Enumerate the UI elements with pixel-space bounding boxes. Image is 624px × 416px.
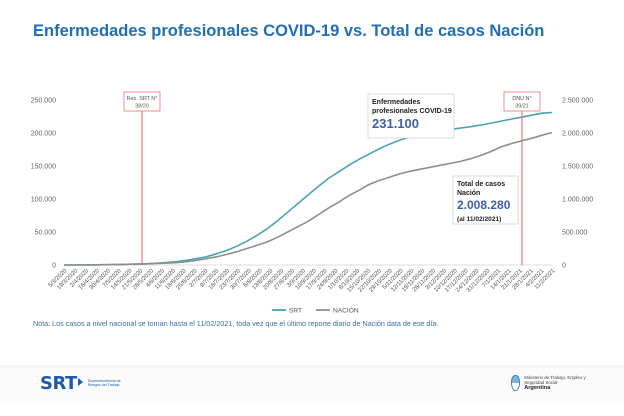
marker-box	[123, 91, 161, 112]
right-tick-label: 1.500.000	[562, 164, 593, 171]
left-tick-label: 250.000	[31, 98, 56, 105]
left-tick-label: 200.000	[31, 131, 56, 138]
right-tick-label: 0	[562, 263, 566, 270]
annotation-box	[452, 175, 519, 225]
annotation-label: Enfermedades	[372, 99, 420, 106]
annotation-value: 2.008.280	[457, 198, 511, 212]
chart: 0 50.000 100.000 150.000 200.000 250.000 0 500.…	[31, 91, 593, 315]
annotation-label: profesionales COVID-19	[372, 108, 452, 115]
left-tick-label: 100.000	[31, 197, 56, 204]
footer-bar	[0, 366, 624, 403]
marker-box	[503, 91, 541, 112]
right-tick-label: 500.000	[562, 230, 587, 237]
left-tick-label: 50.000	[35, 230, 57, 237]
right-tick-label: 2.500.000	[562, 98, 593, 105]
left-tick-label: 0	[52, 263, 56, 270]
right-tick-label: 2.000.000	[562, 131, 593, 138]
srt-logo: SRT Superintendencia de Riesgos del Trab…	[40, 368, 140, 398]
series-line-nación	[64, 131, 553, 266]
marker-label: DNU N°	[512, 96, 531, 102]
legend-label: NACIÓN	[333, 306, 359, 315]
left-tick-label: 150.000	[31, 164, 56, 171]
escudo-icon	[511, 375, 521, 391]
marker-label: 39/21	[515, 104, 529, 110]
footnote: Nota: Los casos a nivel nacional se toma…	[33, 319, 439, 328]
page-title: Enfermedades profesionales COVID-19 vs. …	[33, 22, 545, 40]
srt-logo-mark: SRT	[40, 373, 83, 394]
marker-label: Res. SRT N°	[127, 96, 158, 102]
annotation-value: 231.100	[372, 116, 419, 131]
marker-label: 38/20	[135, 104, 149, 110]
annotation-box	[367, 93, 455, 139]
annotation-label: Total de casos	[457, 181, 505, 188]
ministry-logo: Ministerio de Trabajo, Empleo y Segurida…	[511, 370, 601, 396]
srt-logo-subtitle: Superintendencia de Riesgos del Trabajo	[87, 378, 121, 388]
annotation-label: Nación	[457, 190, 480, 197]
annotation-extra: (al 11/02/2021)	[457, 216, 501, 223]
legend-label: SRT	[289, 308, 302, 315]
ministry-text: Ministerio de Trabajo, Empleo y Segurida…	[524, 374, 586, 392]
right-tick-label: 1.000.000	[562, 197, 593, 204]
